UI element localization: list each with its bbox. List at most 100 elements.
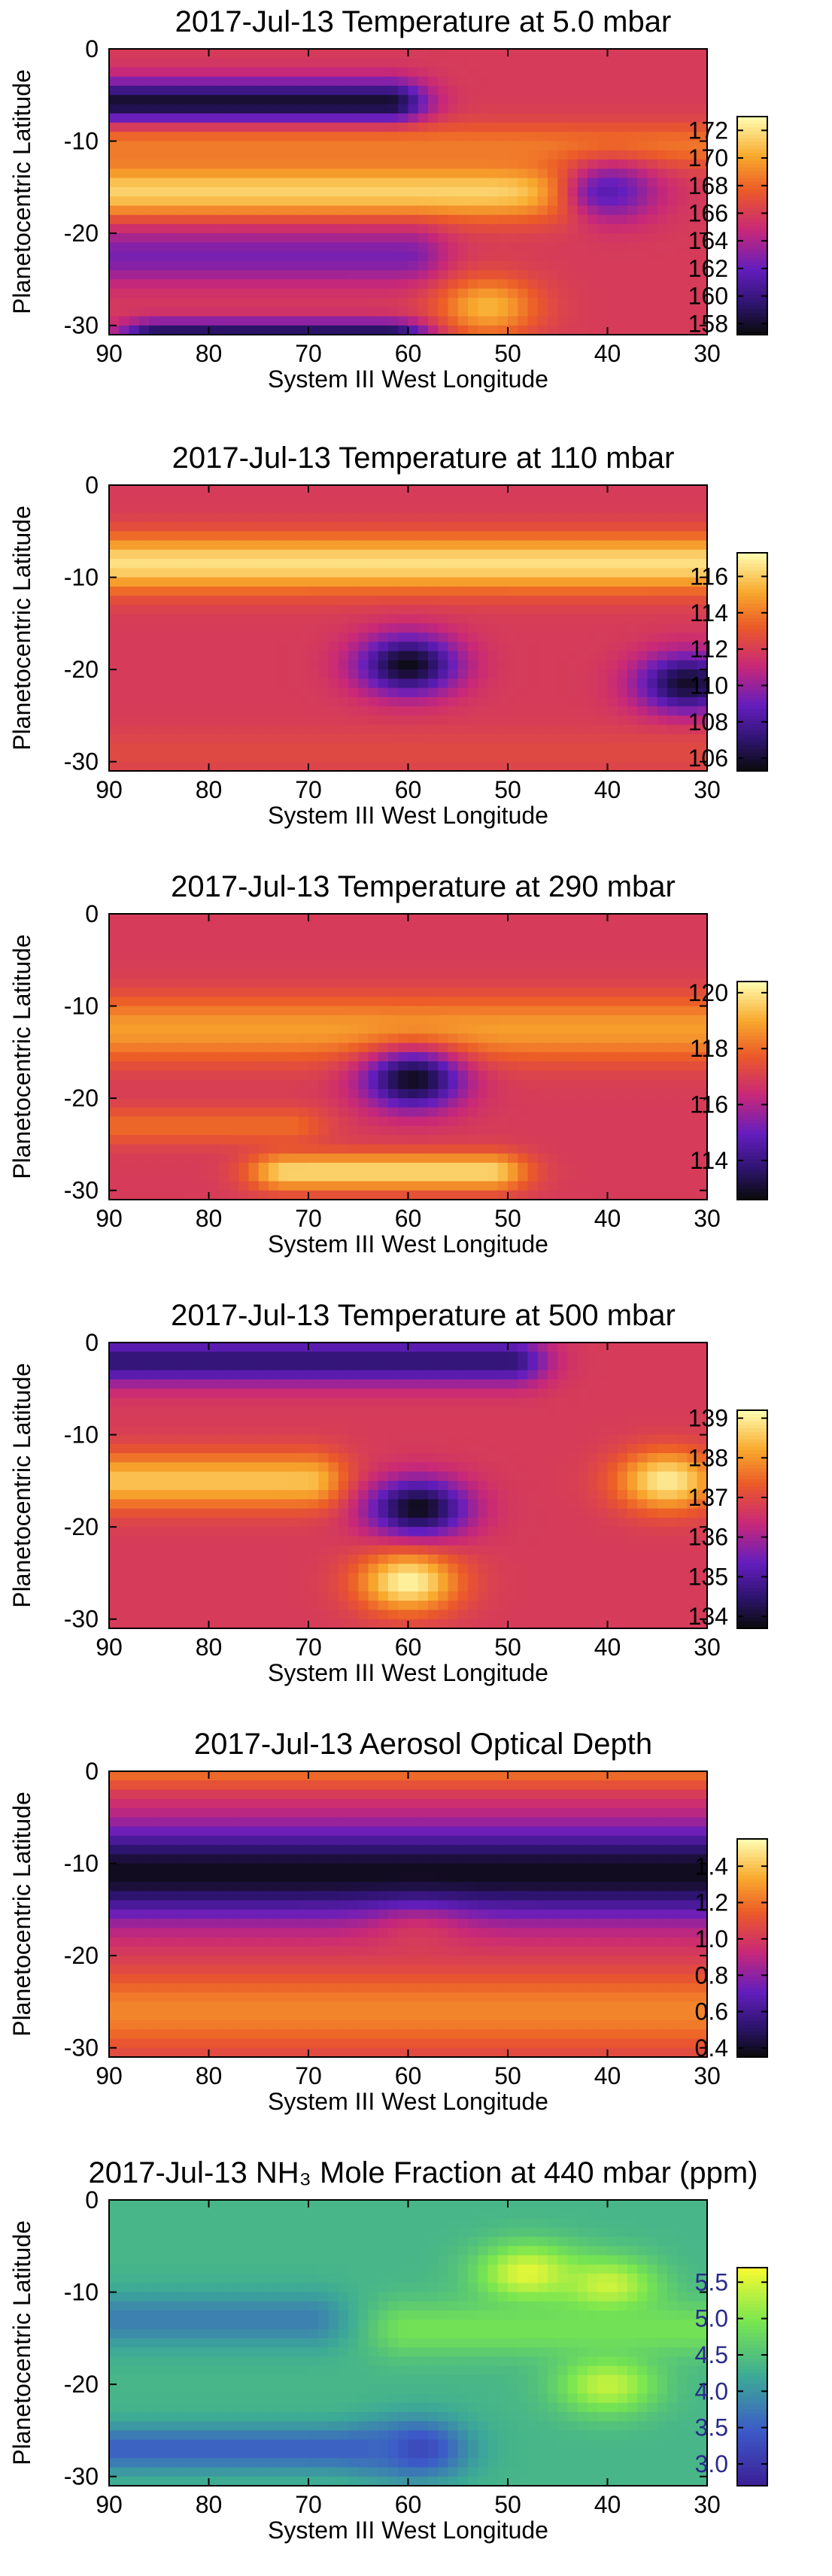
heatmap-cell [308, 531, 319, 542]
heatmap-cell [288, 706, 299, 717]
heatmap-cell [438, 577, 449, 587]
heatmap-cell [229, 104, 239, 114]
heatmap-cell [238, 960, 250, 970]
heatmap-cell [677, 503, 688, 514]
heatmap-cell [368, 678, 379, 689]
heatmap-cell [548, 724, 558, 735]
heatmap-cell [178, 733, 190, 744]
heatmap-cell [288, 577, 299, 587]
heatmap-cell [527, 270, 539, 281]
heatmap-cell [428, 923, 439, 933]
heatmap-cell [169, 1181, 180, 1191]
heatmap-cell [697, 95, 708, 105]
heatmap-cell [218, 113, 229, 123]
heatmap-cell [408, 761, 419, 772]
heatmap-cell [527, 150, 539, 160]
heatmap-cell [577, 568, 588, 578]
heatmap-cell [408, 724, 419, 735]
heatmap-cell [269, 95, 279, 105]
heatmap-cell [388, 113, 399, 123]
heatmap-cell [348, 988, 359, 997]
heatmap-cell [657, 503, 668, 514]
heatmap-cell [577, 485, 588, 495]
heatmap-cell [378, 549, 389, 560]
heatmap-cell [368, 1181, 379, 1191]
heatmap-cell [358, 586, 369, 596]
heatmap-cell [378, 715, 389, 726]
heatmap-cell [348, 761, 359, 772]
heatmap-cell [617, 761, 628, 772]
heatmap-cell [398, 288, 409, 299]
heatmap-cell [487, 223, 499, 234]
heatmap-cell [248, 1042, 260, 1053]
heatmap-cell [398, 669, 409, 680]
heatmap-cell [378, 932, 389, 942]
heatmap-cell [548, 104, 558, 114]
heatmap-cell [378, 623, 389, 633]
heatmap-cell [617, 159, 628, 169]
colorbar-strip [737, 575, 767, 579]
heatmap-cell [497, 586, 509, 596]
heatmap-cell [298, 159, 309, 169]
heatmap-cell [318, 1079, 329, 1090]
heatmap-cell [208, 187, 220, 197]
heatmap-cell [308, 1107, 319, 1118]
heatmap-cell [677, 596, 688, 605]
heatmap-cell [199, 605, 210, 615]
heatmap-cell [129, 49, 140, 59]
heatmap-cell [468, 494, 478, 505]
heatmap-cell [448, 205, 459, 216]
heatmap-cell [218, 307, 229, 317]
heatmap-cell [428, 596, 439, 605]
heatmap-cell [388, 1172, 399, 1182]
heatmap-cell [537, 141, 548, 151]
heatmap-cell [229, 233, 239, 244]
heatmap-cell [208, 1098, 220, 1109]
x-tick-label: 50 [494, 776, 521, 803]
heatmap-cell [368, 1162, 379, 1173]
heatmap-cell [229, 1135, 239, 1145]
heatmap-cell [199, 288, 210, 299]
heatmap-cell [428, 960, 439, 970]
heatmap-cell [159, 1125, 170, 1136]
heatmap-cell [537, 559, 548, 569]
heatmap-cell [487, 49, 499, 59]
heatmap-cell [258, 223, 269, 234]
heatmap-cell [527, 242, 539, 253]
heatmap-cell [527, 159, 539, 169]
colorbar-strip [737, 153, 767, 157]
heatmap-cell [269, 187, 279, 197]
heatmap-cell [428, 104, 439, 114]
heatmap-cell [229, 1006, 239, 1016]
heatmap-cell [278, 270, 290, 281]
heatmap-cell [248, 159, 260, 169]
heatmap-cell [468, 297, 478, 308]
heatmap-cell [667, 297, 678, 308]
heatmap-cell [318, 1088, 329, 1099]
heatmap-cell [229, 531, 239, 542]
heatmap-cell [448, 104, 459, 114]
heatmap-cell [418, 1125, 429, 1136]
heatmap-cell [388, 67, 399, 77]
heatmap-cell [109, 187, 120, 197]
colorbar-strip [737, 193, 767, 197]
heatmap-cell [229, 270, 239, 281]
heatmap-cell [199, 568, 210, 578]
heatmap-cell [338, 549, 349, 560]
heatmap-cell [667, 132, 678, 142]
heatmap-cell [178, 706, 190, 717]
heatmap-cell [298, 1024, 309, 1034]
heatmap-cell [537, 297, 548, 308]
heatmap-cell [428, 1006, 439, 1016]
heatmap-cell [358, 696, 369, 707]
heatmap-cell [438, 660, 449, 670]
heatmap-cell [617, 651, 628, 661]
heatmap-cell [149, 941, 159, 951]
heatmap-cell [159, 223, 170, 234]
heatmap-cell [129, 1079, 140, 1090]
heatmap-cell [199, 978, 210, 988]
heatmap-cell [388, 316, 399, 326]
heatmap-cell [269, 549, 279, 560]
colorbar-strip [737, 745, 767, 750]
heatmap-cell [129, 1006, 140, 1016]
